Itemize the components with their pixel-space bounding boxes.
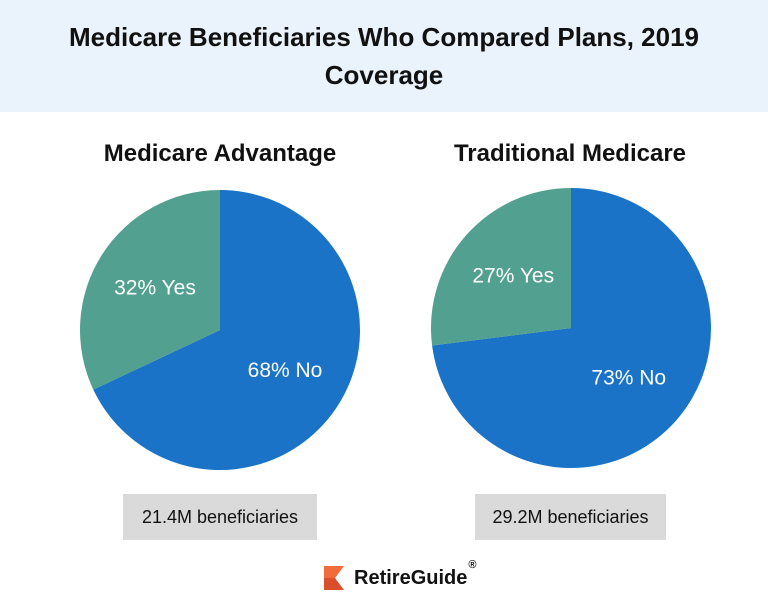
pie-title-medicare-advantage: Medicare Advantage — [103, 140, 337, 167]
pie-title-traditional-medicare: Traditional Medicare — [453, 140, 687, 167]
pie-slice-yes-traditional-medicare — [430, 188, 571, 346]
footnote-medicare-advantage: 21.4M beneficiaries — [123, 494, 317, 540]
slice-label-yes-medicare-advantage: 32% Yes — [114, 276, 196, 299]
slice-label-no-traditional-medicare: 73% No — [591, 366, 666, 389]
title-banner: Medicare Beneficiaries Who Compared Plan… — [0, 0, 768, 112]
registered-mark: ® — [468, 558, 477, 571]
pie-slice-yes-medicare-advantage — [79, 190, 220, 390]
slice-label-no-medicare-advantage: 68% No — [248, 359, 323, 382]
brand-name: RetireGuide® — [354, 558, 477, 589]
brand-logo: RetireGuide® — [322, 558, 477, 593]
footnote-traditional-medicare: 29.2M beneficiaries — [475, 494, 666, 540]
chart-title: Medicare Beneficiaries Who Compared Plan… — [68, 22, 700, 90]
slice-label-yes-traditional-medicare: 27% Yes — [472, 265, 554, 288]
pie-slice-no-medicare-advantage — [93, 190, 360, 470]
retireguide-logo-icon — [324, 566, 344, 590]
pie-slice-no-traditional-medicare — [432, 188, 711, 469]
